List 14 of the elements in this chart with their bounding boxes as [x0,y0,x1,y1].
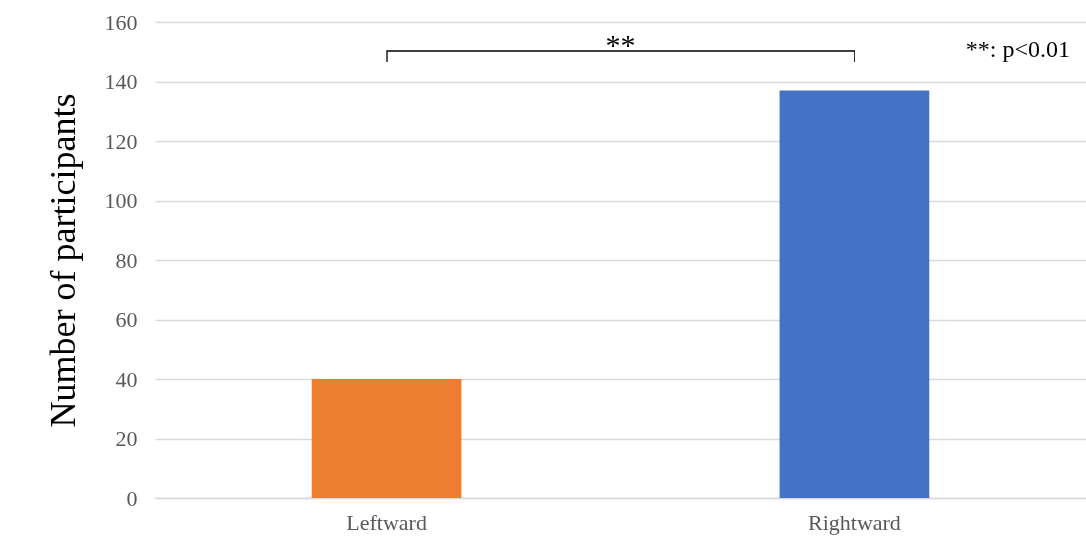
y-tick-label: 60 [115,307,138,332]
y-tick-label: 40 [115,366,138,392]
annotation: **: p<0.01 [965,36,1070,63]
y-tick-label: 80 [115,247,138,273]
y-tick-label: 160 [104,9,138,35]
y-tick-label: 20 [115,426,138,451]
y-axis-title: Number of participants [42,93,83,428]
y-tick-label: 140 [104,69,138,94]
x-tick-label: Rightward [807,509,901,535]
y-tick-label: 100 [104,188,138,213]
y-tick-label: 0 [126,485,138,511]
y-tick-label: 120 [104,128,138,154]
x-tick-label: Leftward [346,509,427,535]
annotation: ** [605,28,636,63]
